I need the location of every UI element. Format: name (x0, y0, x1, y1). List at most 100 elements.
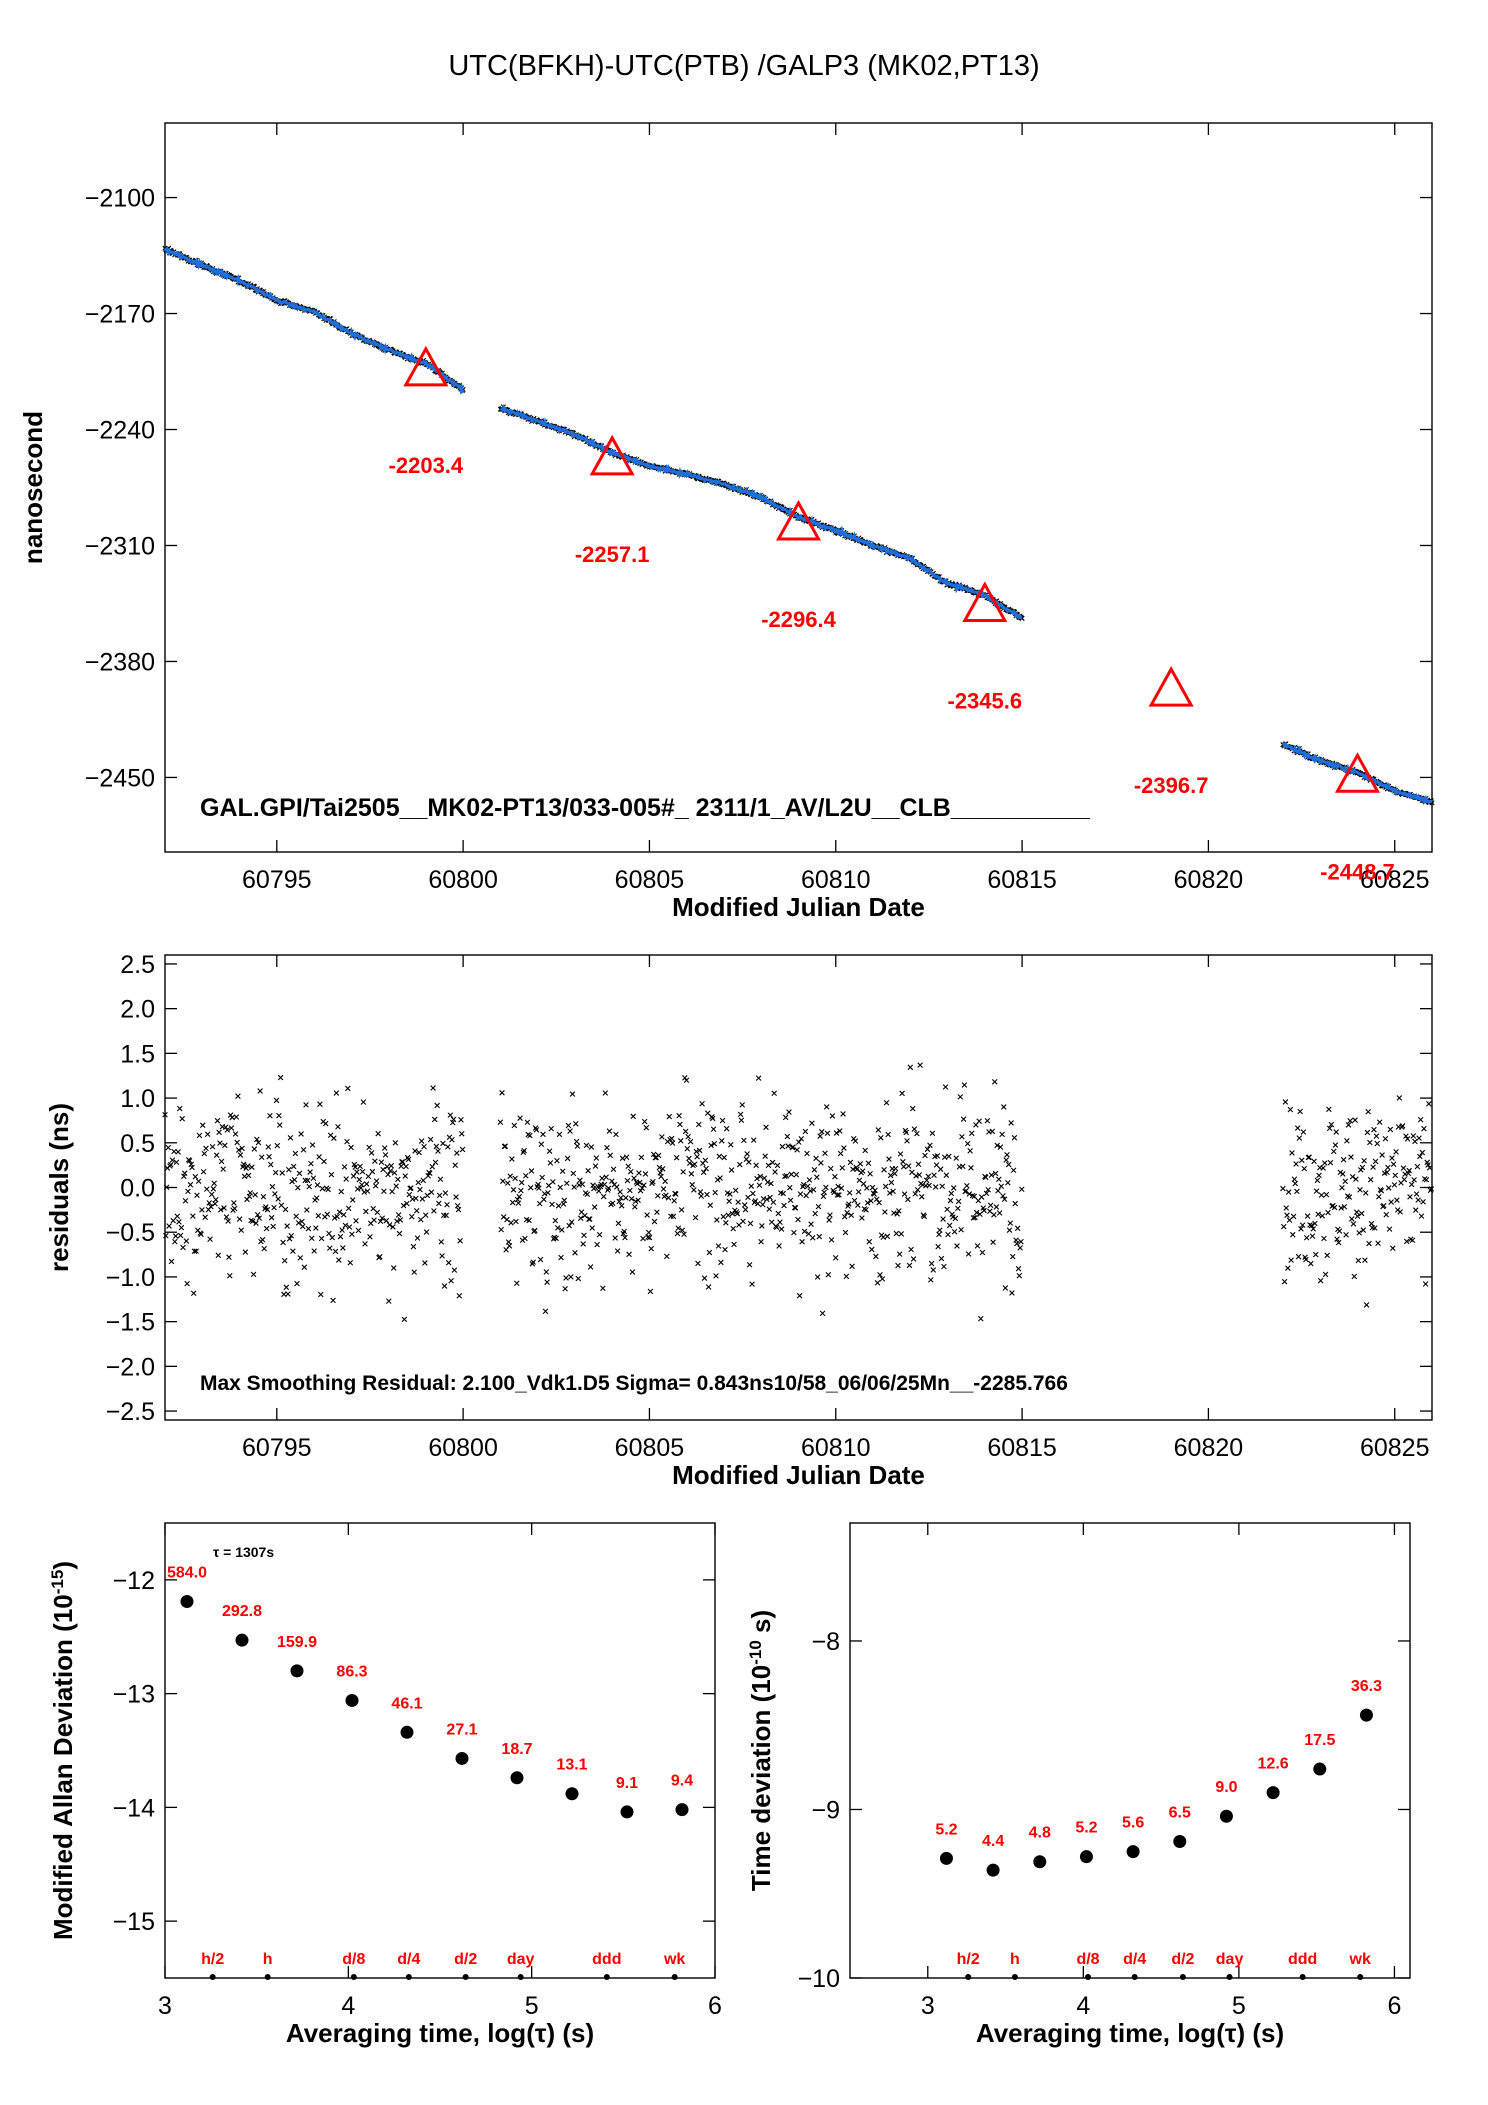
residual-point (545, 1189, 551, 1196)
time-mark-label: h/2 (957, 1951, 980, 1968)
residual-point (586, 1216, 592, 1222)
residual-point (609, 1200, 616, 1207)
residual-point (860, 1181, 867, 1187)
residual-point (254, 1212, 261, 1218)
residual-point (1288, 1257, 1294, 1263)
residual-point (368, 1150, 375, 1156)
residual-point (175, 1149, 181, 1155)
residual-point (200, 1168, 207, 1175)
x-tick-label: 60820 (1174, 1434, 1244, 1462)
residual-point (306, 1183, 313, 1190)
residual-point (383, 1217, 390, 1224)
residual-point (413, 1195, 419, 1202)
x-tick-label: 60795 (242, 866, 312, 894)
residual-point (419, 1196, 426, 1202)
residual-point (1388, 1199, 1394, 1205)
residual-point (328, 1171, 335, 1178)
residual-point (662, 1178, 668, 1185)
residual-point (959, 1133, 965, 1140)
point-label: 6.5 (1169, 1805, 1191, 1822)
residual-point (983, 1190, 990, 1197)
residual-point (408, 1213, 415, 1220)
residual-point (990, 1239, 996, 1245)
residual-point (268, 1214, 275, 1221)
residual-point (568, 1274, 574, 1280)
residual-point (1390, 1161, 1397, 1167)
x-tick-label: 60800 (428, 866, 498, 894)
residual-point (314, 1182, 321, 1188)
time-mark-dot (603, 1974, 610, 1980)
residual-point (1316, 1172, 1322, 1179)
residual-point (281, 1257, 288, 1264)
plot-annotation: Max Smoothing Residual: 2.100_Vdk1.D5 Si… (200, 1372, 1068, 1395)
residual-point (1017, 1245, 1023, 1251)
residual-point (695, 1260, 701, 1267)
residual-point (1339, 1184, 1345, 1191)
residual-point (277, 1074, 284, 1081)
residual-point (374, 1209, 381, 1216)
residual-point (849, 1263, 855, 1270)
residual-point (1296, 1135, 1303, 1141)
residual-point (345, 1085, 351, 1092)
residual-point (693, 1148, 700, 1155)
residual-point (1289, 1231, 1296, 1238)
residual-point (265, 1144, 272, 1150)
residual-point (826, 1217, 832, 1223)
residual-point (1324, 1252, 1330, 1259)
residual-point (179, 1115, 186, 1122)
residual-point (612, 1235, 618, 1241)
data-series (497, 403, 1025, 621)
time-mark-label: h (1010, 1951, 1020, 1968)
residual-point (616, 1198, 623, 1205)
residual-point (387, 1168, 394, 1174)
residual-point (458, 1117, 464, 1123)
residual-point (358, 1181, 365, 1188)
residual-point (600, 1285, 606, 1292)
residual-point (299, 1218, 305, 1225)
residual-point (641, 1118, 648, 1125)
residual-point (367, 1234, 373, 1240)
residual-point (1401, 1176, 1408, 1183)
residual-point (711, 1140, 718, 1147)
residual-point (947, 1197, 954, 1204)
residual-point (1428, 1186, 1435, 1192)
residual-point (427, 1136, 434, 1143)
residual-point (671, 1198, 677, 1204)
residual-point (624, 1177, 631, 1184)
deviation-point (290, 1664, 304, 1678)
residual-point (1340, 1171, 1346, 1177)
residual-point (731, 1241, 737, 1248)
residual-point (245, 1172, 252, 1179)
residual-point (1301, 1165, 1308, 1172)
residual-point (322, 1120, 329, 1127)
residual-point (698, 1193, 705, 1199)
residual-point (599, 1175, 605, 1182)
residual-point (855, 1189, 862, 1195)
residual-point (333, 1090, 340, 1096)
residual-point (1312, 1220, 1318, 1227)
x-tick-label: 60820 (1174, 866, 1244, 894)
residual-point (329, 1234, 336, 1241)
residual-point (718, 1259, 724, 1266)
residual-point (875, 1127, 882, 1133)
residual-point (364, 1188, 371, 1194)
residual-point (251, 1146, 258, 1152)
residual-point (240, 1161, 247, 1168)
residual-series (162, 1062, 1435, 1323)
residual-point (412, 1148, 418, 1154)
residual-point (270, 1223, 277, 1230)
residual-point (305, 1225, 312, 1232)
residual-point (628, 1195, 635, 1202)
residual-point (513, 1218, 519, 1225)
residual-point (809, 1120, 815, 1126)
residual-point (816, 1233, 823, 1240)
residual-point (884, 1233, 891, 1240)
marker-triangle (1334, 752, 1381, 793)
residual-point (192, 1173, 199, 1180)
residual-point (945, 1231, 951, 1238)
residual-point (745, 1194, 751, 1201)
deviation-point (986, 1863, 1000, 1877)
residual-point (593, 1155, 600, 1161)
marker-label: -2345.6 (948, 688, 1023, 713)
residual-point (180, 1244, 186, 1251)
